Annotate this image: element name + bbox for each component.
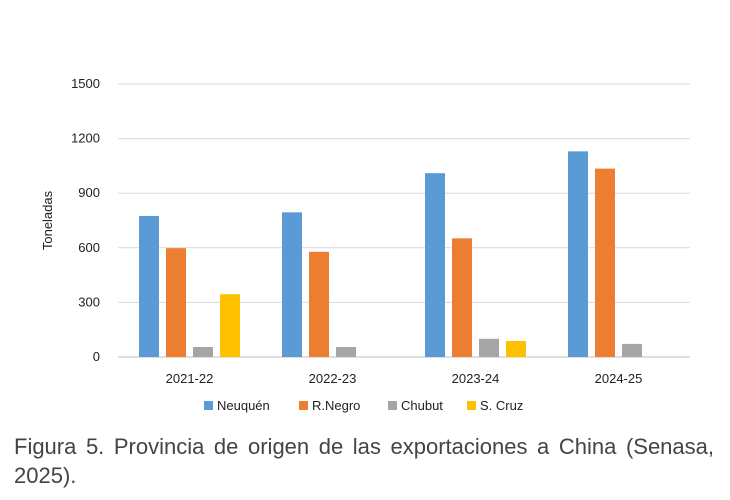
bar-r-negro-2024-25 xyxy=(595,168,615,357)
x-tick-label-2024-25: 2024-25 xyxy=(595,371,643,386)
y-tick-label-600: 600 xyxy=(78,240,100,255)
bar-r-negro-2021-22 xyxy=(166,248,186,357)
x-tick-label-2023-24: 2023-24 xyxy=(452,371,500,386)
bar-neuqu-n-2021-22 xyxy=(139,215,159,357)
y-axis-title: Toneladas xyxy=(40,190,55,250)
y-tick-label-1500: 1500 xyxy=(71,76,100,91)
bar-r-negro-2023-24 xyxy=(452,238,472,357)
bar-chubut-2023-24 xyxy=(479,338,499,357)
bar-chubut-2024-25 xyxy=(622,343,642,357)
x-tick-label-2022-23: 2022-23 xyxy=(309,371,357,386)
figure-caption: Figura 5. Provincia de origen de las exp… xyxy=(14,432,714,490)
bar-chubut-2022-23 xyxy=(336,346,356,357)
legend-label-s-cruz: S. Cruz xyxy=(480,398,523,413)
legend-swatch-r-negro xyxy=(299,401,308,410)
legend-swatch-s-cruz xyxy=(467,401,476,410)
bar-s-cruz-2023-24 xyxy=(506,340,526,357)
bar-neuqu-n-2024-25 xyxy=(568,151,588,357)
caption-line-1: Figura 5. Provincia de origen de las exp… xyxy=(14,434,617,459)
bar-r-negro-2022-23 xyxy=(309,251,329,357)
bar-neuqu-n-2022-23 xyxy=(282,212,302,357)
chart-area: 0 300 600 900 1200 1500 Toneladas 2021-22 2022-2… xyxy=(26,62,716,432)
bar-s-cruz-2021-22 xyxy=(220,294,240,357)
legend-label-r-negro: R.Negro xyxy=(312,398,360,413)
bar-neuqu-n-2023-24 xyxy=(425,173,445,357)
legend-label-chubut: Chubut xyxy=(401,398,443,413)
bar-chart: 0 300 600 900 1200 1500 Toneladas 2021-22 2022-2… xyxy=(40,76,690,413)
y-tick-label-900: 900 xyxy=(78,185,100,200)
legend-swatch-neuqu-n xyxy=(204,401,213,410)
bar-chubut-2021-22 xyxy=(193,346,213,357)
caption-line-2: (Senasa, 2025). xyxy=(14,434,714,488)
y-tick-label-0: 0 xyxy=(93,349,100,364)
legend-swatch-chubut xyxy=(388,401,397,410)
x-tick-label-2021-22: 2021-22 xyxy=(166,371,214,386)
y-tick-label-300: 300 xyxy=(78,294,100,309)
legend-label-neuqu-n: Neuquén xyxy=(217,398,270,413)
y-tick-label-1200: 1200 xyxy=(71,131,100,146)
